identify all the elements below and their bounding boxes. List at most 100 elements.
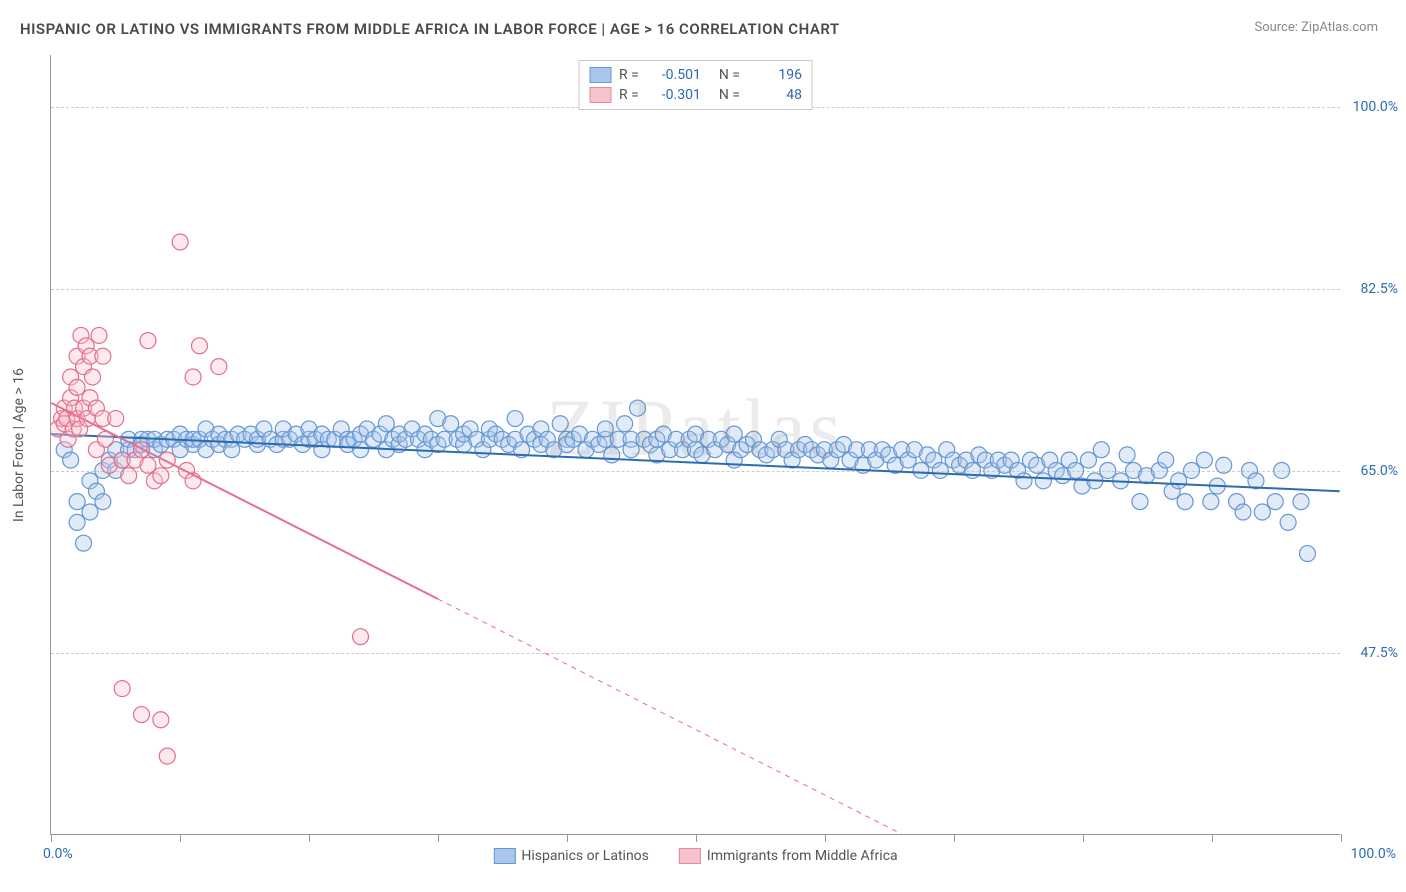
scatter-point [913, 462, 929, 478]
scatter-point [552, 416, 568, 432]
scatter-point [617, 416, 633, 432]
legend-swatch [679, 848, 701, 864]
x-tick [1341, 834, 1342, 842]
scatter-point [69, 514, 85, 530]
scatter-point [172, 234, 188, 250]
scatter-point [76, 535, 92, 551]
scatter-point [191, 338, 207, 354]
scatter-point [1068, 462, 1084, 478]
legend-correlation-row: R = -0.301 N = 48 [589, 85, 802, 105]
scatter-point [95, 348, 111, 364]
scatter-point [224, 442, 240, 458]
legend-series-item: Hispanics or Latinos [493, 848, 649, 864]
scatter-point [1274, 462, 1290, 478]
legend-correlation: R = -0.501 N = 196 R = -0.301 N = 48 [578, 60, 813, 110]
scatter-svg [51, 55, 1340, 834]
scatter-point [1093, 442, 1109, 458]
scatter-point [1280, 514, 1296, 530]
scatter-point [114, 681, 130, 697]
chart-source: Source: ZipAtlas.com [1254, 20, 1378, 35]
scatter-point [1016, 473, 1032, 489]
x-tick [438, 834, 439, 842]
scatter-point [726, 426, 742, 442]
scatter-point [1171, 473, 1187, 489]
legend-n-label: N = [719, 67, 740, 83]
scatter-point [353, 442, 369, 458]
scatter-point [91, 327, 107, 343]
scatter-point [69, 494, 85, 510]
legend-series: Hispanics or Latinos Immigrants from Midd… [493, 848, 897, 864]
x-tick [567, 834, 568, 842]
y-tick-label: 47.5% [1360, 645, 1398, 661]
legend-n-value: 48 [748, 87, 802, 103]
scatter-point [1196, 452, 1212, 468]
x-tick [309, 834, 310, 842]
x-axis-label-max: 100.0% [1351, 846, 1396, 862]
x-tick [825, 834, 826, 842]
legend-swatch [493, 848, 515, 864]
y-tick-label: 82.5% [1360, 281, 1398, 297]
y-tick-label: 65.0% [1360, 463, 1398, 479]
legend-n-label: N = [719, 87, 740, 103]
legend-swatch [589, 87, 611, 103]
legend-r-label: R = [619, 87, 639, 103]
scatter-point [623, 442, 639, 458]
scatter-point [108, 411, 124, 427]
chart-title: HISPANIC OR LATINO VS IMMIGRANTS FROM MI… [20, 20, 840, 38]
legend-correlation-row: R = -0.501 N = 196 [589, 65, 802, 85]
scatter-point [185, 369, 201, 385]
scatter-point [932, 462, 948, 478]
scatter-point [95, 494, 111, 510]
legend-series-item: Immigrants from Middle Africa [679, 848, 898, 864]
scatter-point [443, 416, 459, 432]
scatter-point [1119, 447, 1135, 463]
scatter-point [1080, 452, 1096, 468]
scatter-point [1267, 494, 1283, 510]
x-tick [180, 834, 181, 842]
legend-series-label: Hispanics or Latinos [521, 848, 649, 864]
y-axis-title: In Labor Force | Age > 16 [11, 368, 27, 522]
x-tick [954, 834, 955, 842]
scatter-point [121, 468, 137, 484]
legend-r-value: -0.501 [647, 67, 701, 83]
scatter-point [82, 504, 98, 520]
scatter-point [1254, 504, 1270, 520]
chart-container: HISPANIC OR LATINO VS IMMIGRANTS FROM MI… [0, 0, 1406, 892]
scatter-point [1035, 473, 1051, 489]
scatter-point [1299, 546, 1315, 562]
x-axis-label-min: 0.0% [43, 846, 73, 862]
scatter-point [378, 416, 394, 432]
scatter-point [1293, 494, 1309, 510]
scatter-point [153, 712, 169, 728]
scatter-point [159, 748, 175, 764]
x-tick [1212, 834, 1213, 842]
scatter-point [63, 452, 79, 468]
scatter-point [153, 468, 169, 484]
scatter-point [507, 411, 523, 427]
scatter-point [597, 421, 613, 437]
trend-line-dashed [438, 599, 902, 834]
scatter-point [1203, 494, 1219, 510]
scatter-point [69, 379, 85, 395]
scatter-point [1132, 494, 1148, 510]
scatter-point [353, 629, 369, 645]
legend-series-label: Immigrants from Middle Africa [707, 848, 898, 864]
scatter-point [85, 369, 101, 385]
legend-r-label: R = [619, 67, 639, 83]
x-tick [1083, 834, 1084, 842]
y-tick-label: 100.0% [1353, 99, 1398, 115]
scatter-point [140, 457, 156, 473]
scatter-point [630, 400, 646, 416]
scatter-point [1235, 504, 1251, 520]
scatter-point [140, 333, 156, 349]
plot-area: In Labor Force | Age > 16 47.5%65.0%82.5… [50, 55, 1340, 835]
legend-r-value: -0.301 [647, 87, 701, 103]
scatter-point [1100, 462, 1116, 478]
scatter-point [134, 707, 150, 723]
legend-swatch [589, 67, 611, 83]
scatter-point [211, 359, 227, 375]
scatter-point [1184, 462, 1200, 478]
x-tick [51, 834, 52, 842]
scatter-point [1216, 457, 1232, 473]
legend-n-value: 196 [748, 67, 802, 83]
